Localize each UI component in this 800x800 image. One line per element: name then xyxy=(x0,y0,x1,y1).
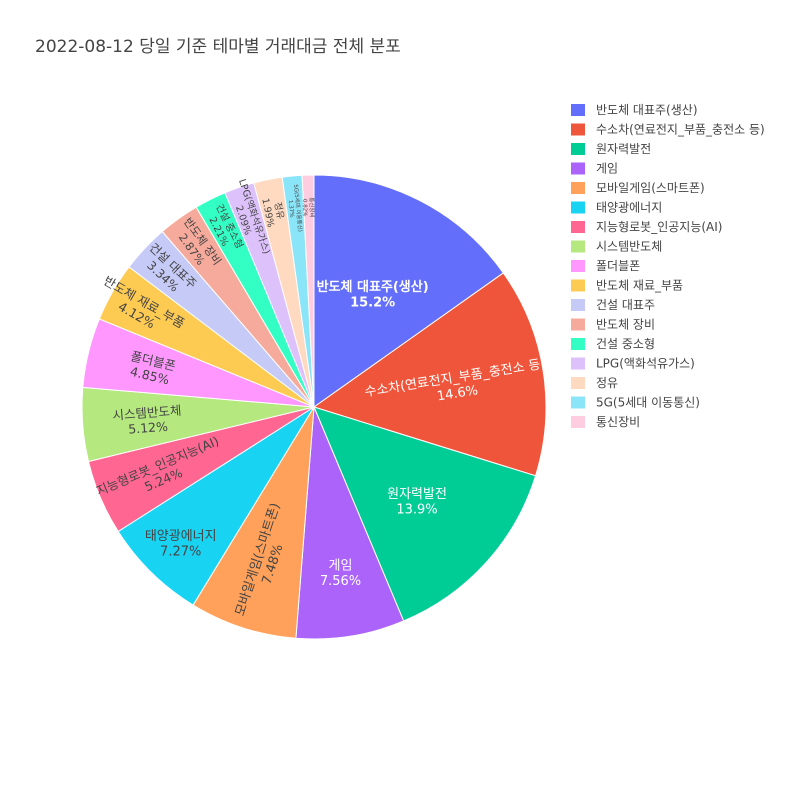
chart-title: 2022-08-12 당일 기준 테마별 거래대금 전체 분포 xyxy=(35,37,401,57)
legend-entry[interactable]: 수소차(연료전지_부품_충전소 등) xyxy=(596,123,765,137)
legend-entry[interactable]: 건설 중소형 xyxy=(596,337,655,351)
legend-swatch[interactable] xyxy=(571,299,585,311)
slice-label-percent: 1.37% xyxy=(287,200,295,218)
legend-entry[interactable]: 5G(5세대 이동통신) xyxy=(596,396,700,410)
slice-label-percent: 5.12% xyxy=(128,419,169,437)
slice-label-percent: 13.9% xyxy=(396,503,437,518)
slice-label-name: 시스템반도체 xyxy=(112,403,182,423)
legend-entry[interactable]: 게임 xyxy=(596,162,618,176)
legend-swatch[interactable] xyxy=(571,260,585,272)
legend-swatch[interactable] xyxy=(571,104,585,116)
legend-entry[interactable]: 시스템반도체 xyxy=(596,240,662,254)
legend-entry[interactable]: LPG(액화석유가스) xyxy=(596,357,695,371)
legend-entry[interactable]: 통신장비 xyxy=(596,415,640,429)
legend-swatch[interactable] xyxy=(571,396,585,409)
slice-label-name: 원자력발전 xyxy=(387,487,447,502)
legend-entry[interactable]: 지능형로봇_인공지능(AI) xyxy=(596,220,722,234)
legend-swatch[interactable] xyxy=(571,377,585,389)
legend-entry[interactable]: 건설 대표주 xyxy=(596,298,655,312)
legend-swatch[interactable] xyxy=(571,357,585,370)
pie-slices xyxy=(81,174,547,640)
slice-label-percent: 14.6% xyxy=(436,383,479,404)
legend-swatch[interactable] xyxy=(571,162,585,175)
legend-swatch[interactable] xyxy=(571,143,585,155)
slice-label-percent: 7.27% xyxy=(160,545,201,560)
pie-slice[interactable] xyxy=(192,406,315,639)
pie-slice[interactable] xyxy=(313,406,537,622)
slice-label: 게임 7.56% xyxy=(320,558,361,589)
slice-label-name: 통신장비 xyxy=(308,197,317,217)
slice-label-name: 정유 xyxy=(272,201,286,220)
slice-label-name: 게임 xyxy=(329,558,353,573)
legend-entry[interactable]: 태양광에너지 xyxy=(596,201,662,215)
slice-label-name: 반도체 대표주(생산) xyxy=(317,279,429,295)
legend-swatch[interactable] xyxy=(571,221,585,233)
slice-label-percent: 7.56% xyxy=(320,574,361,589)
pie-slice[interactable] xyxy=(117,406,315,606)
legend-swatch[interactable] xyxy=(571,338,585,350)
slice-label: 반도체 대표주(생산) 15.2% xyxy=(317,279,429,311)
pie-slice[interactable] xyxy=(301,174,315,408)
legend-swatch[interactable] xyxy=(571,279,585,292)
legend-entry[interactable]: 정유 xyxy=(596,376,618,390)
pie-slice[interactable] xyxy=(295,406,405,640)
legend-entry[interactable]: 모바일게임(스마트폰) xyxy=(596,181,705,195)
legend-swatch[interactable] xyxy=(571,201,585,214)
legend-entry[interactable]: 반도체 대표주(생산) xyxy=(596,103,698,117)
slice-label-name: 태양광에너지 xyxy=(145,529,217,544)
legend-swatch[interactable] xyxy=(571,240,585,253)
slice-label: 태양광에너지 7.27% xyxy=(145,529,217,560)
slice-label: 시스템반도체5.12% xyxy=(112,403,183,438)
legend-entry[interactable]: 반도체 장비 xyxy=(596,318,655,332)
legend-swatch[interactable] xyxy=(571,123,585,136)
legend-swatch[interactable] xyxy=(571,416,585,428)
slice-label: 통신장비0.82% xyxy=(301,197,316,218)
pie-slice[interactable] xyxy=(312,272,547,477)
legend-swatch[interactable] xyxy=(571,182,585,194)
pie-slice[interactable] xyxy=(313,174,505,408)
legend-swatch[interactable] xyxy=(571,318,585,331)
slice-label-percent: 15.2% xyxy=(350,296,395,311)
legend-entry[interactable]: 원자력발전 xyxy=(596,142,651,156)
slice-label-percent: 0.82% xyxy=(301,199,307,217)
legend-entry[interactable]: 폴더블폰 xyxy=(596,259,640,273)
slice-label: 원자력발전 13.9% xyxy=(387,487,447,518)
legend-entry[interactable]: 반도체 재료_부품 xyxy=(596,279,683,293)
legend: 반도체 대표주(생산) 수소차(연료전지_부품_충전소 등) 원자력발전게임모바일게… xyxy=(571,103,765,429)
